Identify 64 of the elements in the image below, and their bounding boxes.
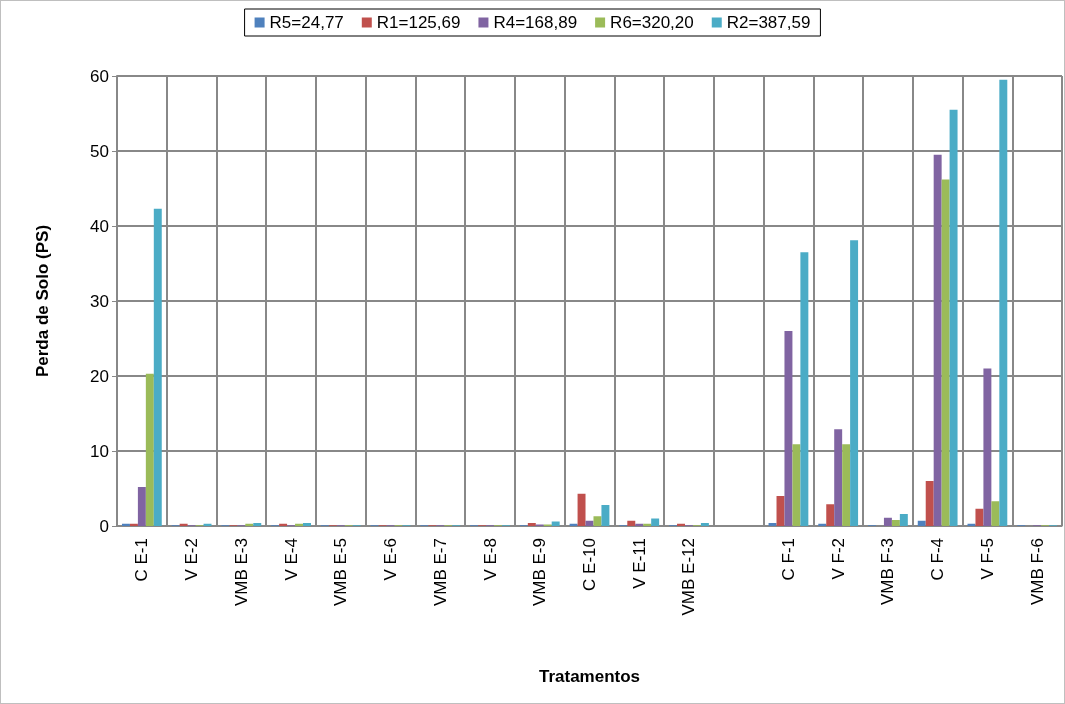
bar — [899, 514, 908, 526]
bar — [651, 518, 660, 526]
bar — [784, 331, 793, 526]
y-tick-label: 0 — [99, 516, 109, 536]
y-tick-label: 40 — [90, 216, 109, 236]
x-tick-label: VMB E-5 — [331, 538, 351, 607]
bar — [153, 208, 162, 526]
x-axis-title: Tratamentos — [538, 667, 641, 686]
bar — [925, 481, 934, 526]
bar — [768, 523, 777, 526]
x-tick-label: VMB F-3 — [878, 538, 898, 606]
bar — [933, 154, 942, 526]
bar — [577, 493, 586, 526]
bar — [991, 501, 1000, 526]
legend-label: R5=24,77 — [269, 13, 344, 32]
bar — [850, 240, 859, 526]
x-tick-label: V F-5 — [977, 538, 997, 580]
x-tick-label: V E-2 — [182, 538, 202, 581]
x-tick-label: C E-10 — [580, 538, 599, 591]
x-tick-label: VMB E-12 — [679, 538, 699, 616]
bar — [145, 373, 154, 526]
x-tick-label: C F-1 — [778, 538, 798, 581]
x-tick-label: V E-8 — [480, 538, 500, 581]
bar — [983, 368, 992, 526]
x-tick-label: VMB E-9 — [530, 538, 550, 607]
bar — [941, 179, 950, 526]
bar — [303, 523, 311, 526]
bar — [792, 444, 801, 526]
bar — [883, 517, 892, 526]
bar — [891, 520, 900, 526]
y-tick-label: 60 — [90, 66, 109, 86]
x-tick-label: V E-4 — [281, 538, 301, 581]
bar — [800, 252, 809, 526]
bar — [601, 505, 610, 526]
bar — [593, 516, 602, 526]
x-tick-label: VMB F-6 — [1027, 538, 1047, 606]
bar — [917, 520, 926, 526]
bar — [842, 444, 851, 526]
y-tick-label: 10 — [90, 441, 109, 461]
y-tick-label: 30 — [90, 291, 109, 311]
legend-label: R2=387,59 — [726, 13, 811, 32]
bar — [975, 508, 984, 526]
x-tick-label: C F-4 — [928, 538, 948, 581]
y-tick-label: 50 — [90, 141, 109, 161]
bar — [627, 520, 636, 526]
x-tick-label: C E-1 — [132, 538, 152, 582]
legend-label: R1=125,69 — [376, 13, 461, 32]
bar — [834, 429, 843, 526]
x-tick-label: VMB E-3 — [231, 538, 251, 607]
y-axis-title: Perda de Solo (PS) — [33, 224, 52, 378]
x-tick-label: V E-11 — [629, 538, 649, 589]
bar — [999, 79, 1008, 526]
x-tick-label: VMB E-7 — [430, 538, 450, 607]
bar — [137, 487, 146, 526]
bar — [700, 523, 709, 526]
bar — [253, 523, 262, 526]
bar — [527, 523, 536, 526]
x-tick-label: V E-6 — [381, 538, 401, 581]
legend-label: R4=168,89 — [493, 13, 578, 32]
legend-label: R6=320,20 — [610, 13, 694, 32]
bar — [949, 109, 958, 526]
x-tick-label: V F-2 — [828, 538, 848, 580]
bar — [826, 504, 835, 526]
y-tick-label: 20 — [90, 366, 109, 386]
